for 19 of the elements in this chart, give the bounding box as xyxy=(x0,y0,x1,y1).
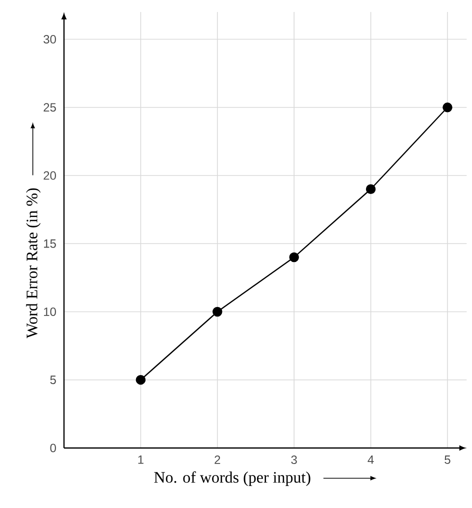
x-tick-label: 3 xyxy=(291,456,297,464)
y-tick-label: 0 xyxy=(50,444,56,452)
x-tick-label: 1 xyxy=(138,456,144,464)
point xyxy=(366,184,376,194)
x-tick-label: 5 xyxy=(444,456,450,464)
point xyxy=(212,306,222,317)
y-tick-label: 10 xyxy=(44,307,56,316)
x-tick-label: 2 xyxy=(214,456,220,464)
y-tick-label: 25 xyxy=(44,103,56,112)
x-axis-title: No. of words (per input) xyxy=(154,471,310,486)
y-tick-label: 30 xyxy=(44,35,56,44)
y-tick-label: 20 xyxy=(44,171,56,180)
point xyxy=(442,102,452,112)
point xyxy=(136,375,146,385)
y-axis-title: Word Error Rate (in %) xyxy=(26,188,41,338)
y-tick-label: 15 xyxy=(44,239,56,248)
x-tick-label: 4 xyxy=(368,456,374,464)
y-tick-label: 5 xyxy=(50,376,56,384)
point xyxy=(289,252,299,262)
